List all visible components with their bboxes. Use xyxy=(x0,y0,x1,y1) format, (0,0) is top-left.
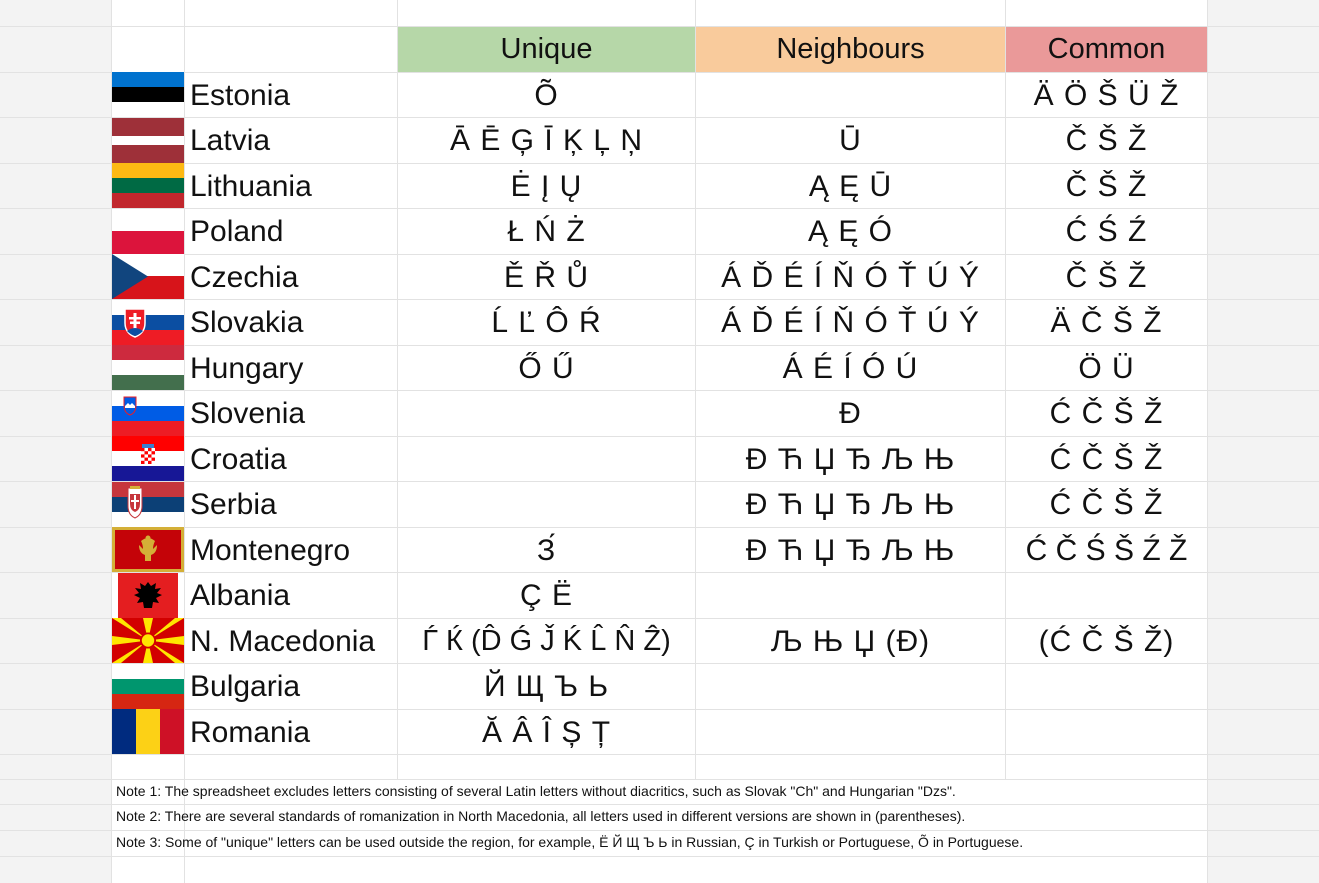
unique-letters[interactable]: Ő Ű xyxy=(518,351,575,385)
country-name[interactable]: Bulgaria xyxy=(190,669,301,703)
common-letters[interactable]: Ö Ü xyxy=(1078,351,1135,385)
estonia-flag xyxy=(112,72,184,117)
neighbour-letters[interactable]: Đ Ћ Џ Ђ Љ Њ xyxy=(745,533,956,567)
neighbour-letters[interactable] xyxy=(696,73,1005,118)
country-name[interactable]: Estonia xyxy=(190,78,291,112)
common-letters[interactable]: Č Š Ž xyxy=(1065,123,1148,157)
montenegro-flag xyxy=(112,527,184,572)
unique-letters[interactable]: Ė Į Ų xyxy=(510,169,583,203)
country-name[interactable]: Slovakia xyxy=(190,305,304,339)
note-2[interactable]: Note 2: There are several standards of r… xyxy=(116,808,966,824)
common-letters[interactable]: Ä Č Š Ž xyxy=(1050,305,1163,339)
neighbour-letters[interactable]: Đ Ћ Џ Ђ Љ Њ xyxy=(745,487,956,521)
unique-letters[interactable]: Ă Â Î Ș Ț xyxy=(481,715,612,749)
country-name[interactable]: Albania xyxy=(190,578,291,612)
common-letters[interactable]: (Ć Č Š Ž) xyxy=(1038,624,1175,658)
bulgaria-flag xyxy=(112,664,184,709)
common-letters[interactable]: Ć Č Š Ž xyxy=(1049,442,1164,476)
neighbour-letters[interactable]: Á Ď É Í Ň Ó Ť Ú Ý xyxy=(721,260,980,294)
common-letters[interactable] xyxy=(1006,664,1207,709)
header-common[interactable]: Common xyxy=(1006,27,1207,72)
unique-letters[interactable]: Й Щ Ъ Ь xyxy=(483,669,610,703)
country-name[interactable]: Serbia xyxy=(190,487,277,521)
note-3[interactable]: Note 3: Some of "unique" letters can be … xyxy=(116,834,1024,850)
country-name[interactable]: Latvia xyxy=(190,123,271,157)
north-macedonia-flag xyxy=(112,618,184,663)
romania-flag xyxy=(112,709,184,754)
albania-flag xyxy=(112,573,184,618)
unique-letters[interactable] xyxy=(398,391,695,436)
neighbour-letters[interactable]: Ū xyxy=(839,123,862,157)
unique-letters[interactable]: Ł Ń Ż xyxy=(507,214,586,248)
poland-flag xyxy=(112,209,184,254)
neighbour-letters[interactable]: Ą Ę Ū xyxy=(808,169,893,203)
hungary-flag xyxy=(112,345,184,390)
common-letters[interactable]: Č Š Ž xyxy=(1065,260,1148,294)
neighbour-letters[interactable]: Á Ď É Í Ň Ó Ť Ú Ý xyxy=(721,305,980,339)
note-1[interactable]: Note 1: The spreadsheet excludes letters… xyxy=(116,783,956,799)
neighbour-letters[interactable] xyxy=(696,573,1005,618)
neighbour-letters[interactable]: Љ Њ Џ (Đ) xyxy=(770,624,931,658)
country-name[interactable]: Poland xyxy=(190,214,284,248)
neighbour-letters[interactable]: Đ xyxy=(839,396,862,430)
empty-column-right xyxy=(1208,0,1319,883)
lithuania-flag xyxy=(112,163,184,208)
serbia-flag xyxy=(112,482,184,527)
neighbour-letters[interactable]: Đ Ћ Џ Ђ Љ Њ xyxy=(745,442,956,476)
country-name[interactable]: Czechia xyxy=(190,260,299,294)
common-letters[interactable]: Ć Č Š Ž xyxy=(1049,487,1164,521)
empty-column-a xyxy=(0,0,112,883)
unique-letters[interactable]: Ā Ē Ģ Ī Ķ Ļ Ņ xyxy=(449,123,644,157)
unique-letters[interactable]: З́ xyxy=(536,533,557,567)
country-name[interactable]: Lithuania xyxy=(190,169,312,203)
header-unique[interactable]: Unique xyxy=(398,27,695,72)
unique-letters[interactable] xyxy=(398,437,695,482)
country-name[interactable]: Romania xyxy=(190,715,311,749)
common-letters[interactable]: Ä Ö Š Ü Ž xyxy=(1033,78,1180,112)
country-name[interactable]: Hungary xyxy=(190,351,304,385)
czechia-flag xyxy=(112,254,184,299)
neighbour-letters[interactable] xyxy=(696,710,1005,755)
country-name[interactable]: Slovenia xyxy=(190,396,306,430)
unique-letters[interactable] xyxy=(398,482,695,527)
common-letters[interactable]: Ć Ś Ź xyxy=(1065,214,1148,248)
unique-letters[interactable]: Õ xyxy=(534,78,559,112)
common-letters[interactable]: Ć Č Ś Š Ź Ž xyxy=(1025,533,1188,567)
header-neighbours[interactable]: Neighbours xyxy=(696,27,1005,72)
unique-letters[interactable]: Ĺ Ľ Ô Ŕ xyxy=(491,305,602,339)
slovakia-flag xyxy=(112,300,184,345)
country-name[interactable]: Croatia xyxy=(190,442,287,476)
country-name[interactable]: Montenegro xyxy=(190,533,351,567)
common-letters[interactable]: Ć Č Š Ž xyxy=(1049,396,1164,430)
neighbour-letters[interactable]: Ą Ę Ó xyxy=(807,214,894,248)
country-name[interactable]: N. Macedonia xyxy=(190,624,376,658)
croatia-flag xyxy=(112,436,184,481)
neighbour-letters[interactable] xyxy=(696,664,1005,709)
common-letters[interactable] xyxy=(1006,573,1207,618)
unique-letters[interactable]: Ѓ Ќ (D̂ Ǵ J̌ Ḱ L̂ N̂ Ẑ) xyxy=(422,625,671,657)
latvia-flag xyxy=(112,118,184,163)
unique-letters[interactable]: Ě Ř Ů xyxy=(503,260,589,294)
common-letters[interactable]: Č Š Ž xyxy=(1065,169,1148,203)
neighbour-letters[interactable]: Á É Í Ó Ú xyxy=(782,351,919,385)
common-letters[interactable] xyxy=(1006,710,1207,755)
slovenia-flag xyxy=(112,391,184,436)
unique-letters[interactable]: Ç Ë xyxy=(519,578,573,612)
